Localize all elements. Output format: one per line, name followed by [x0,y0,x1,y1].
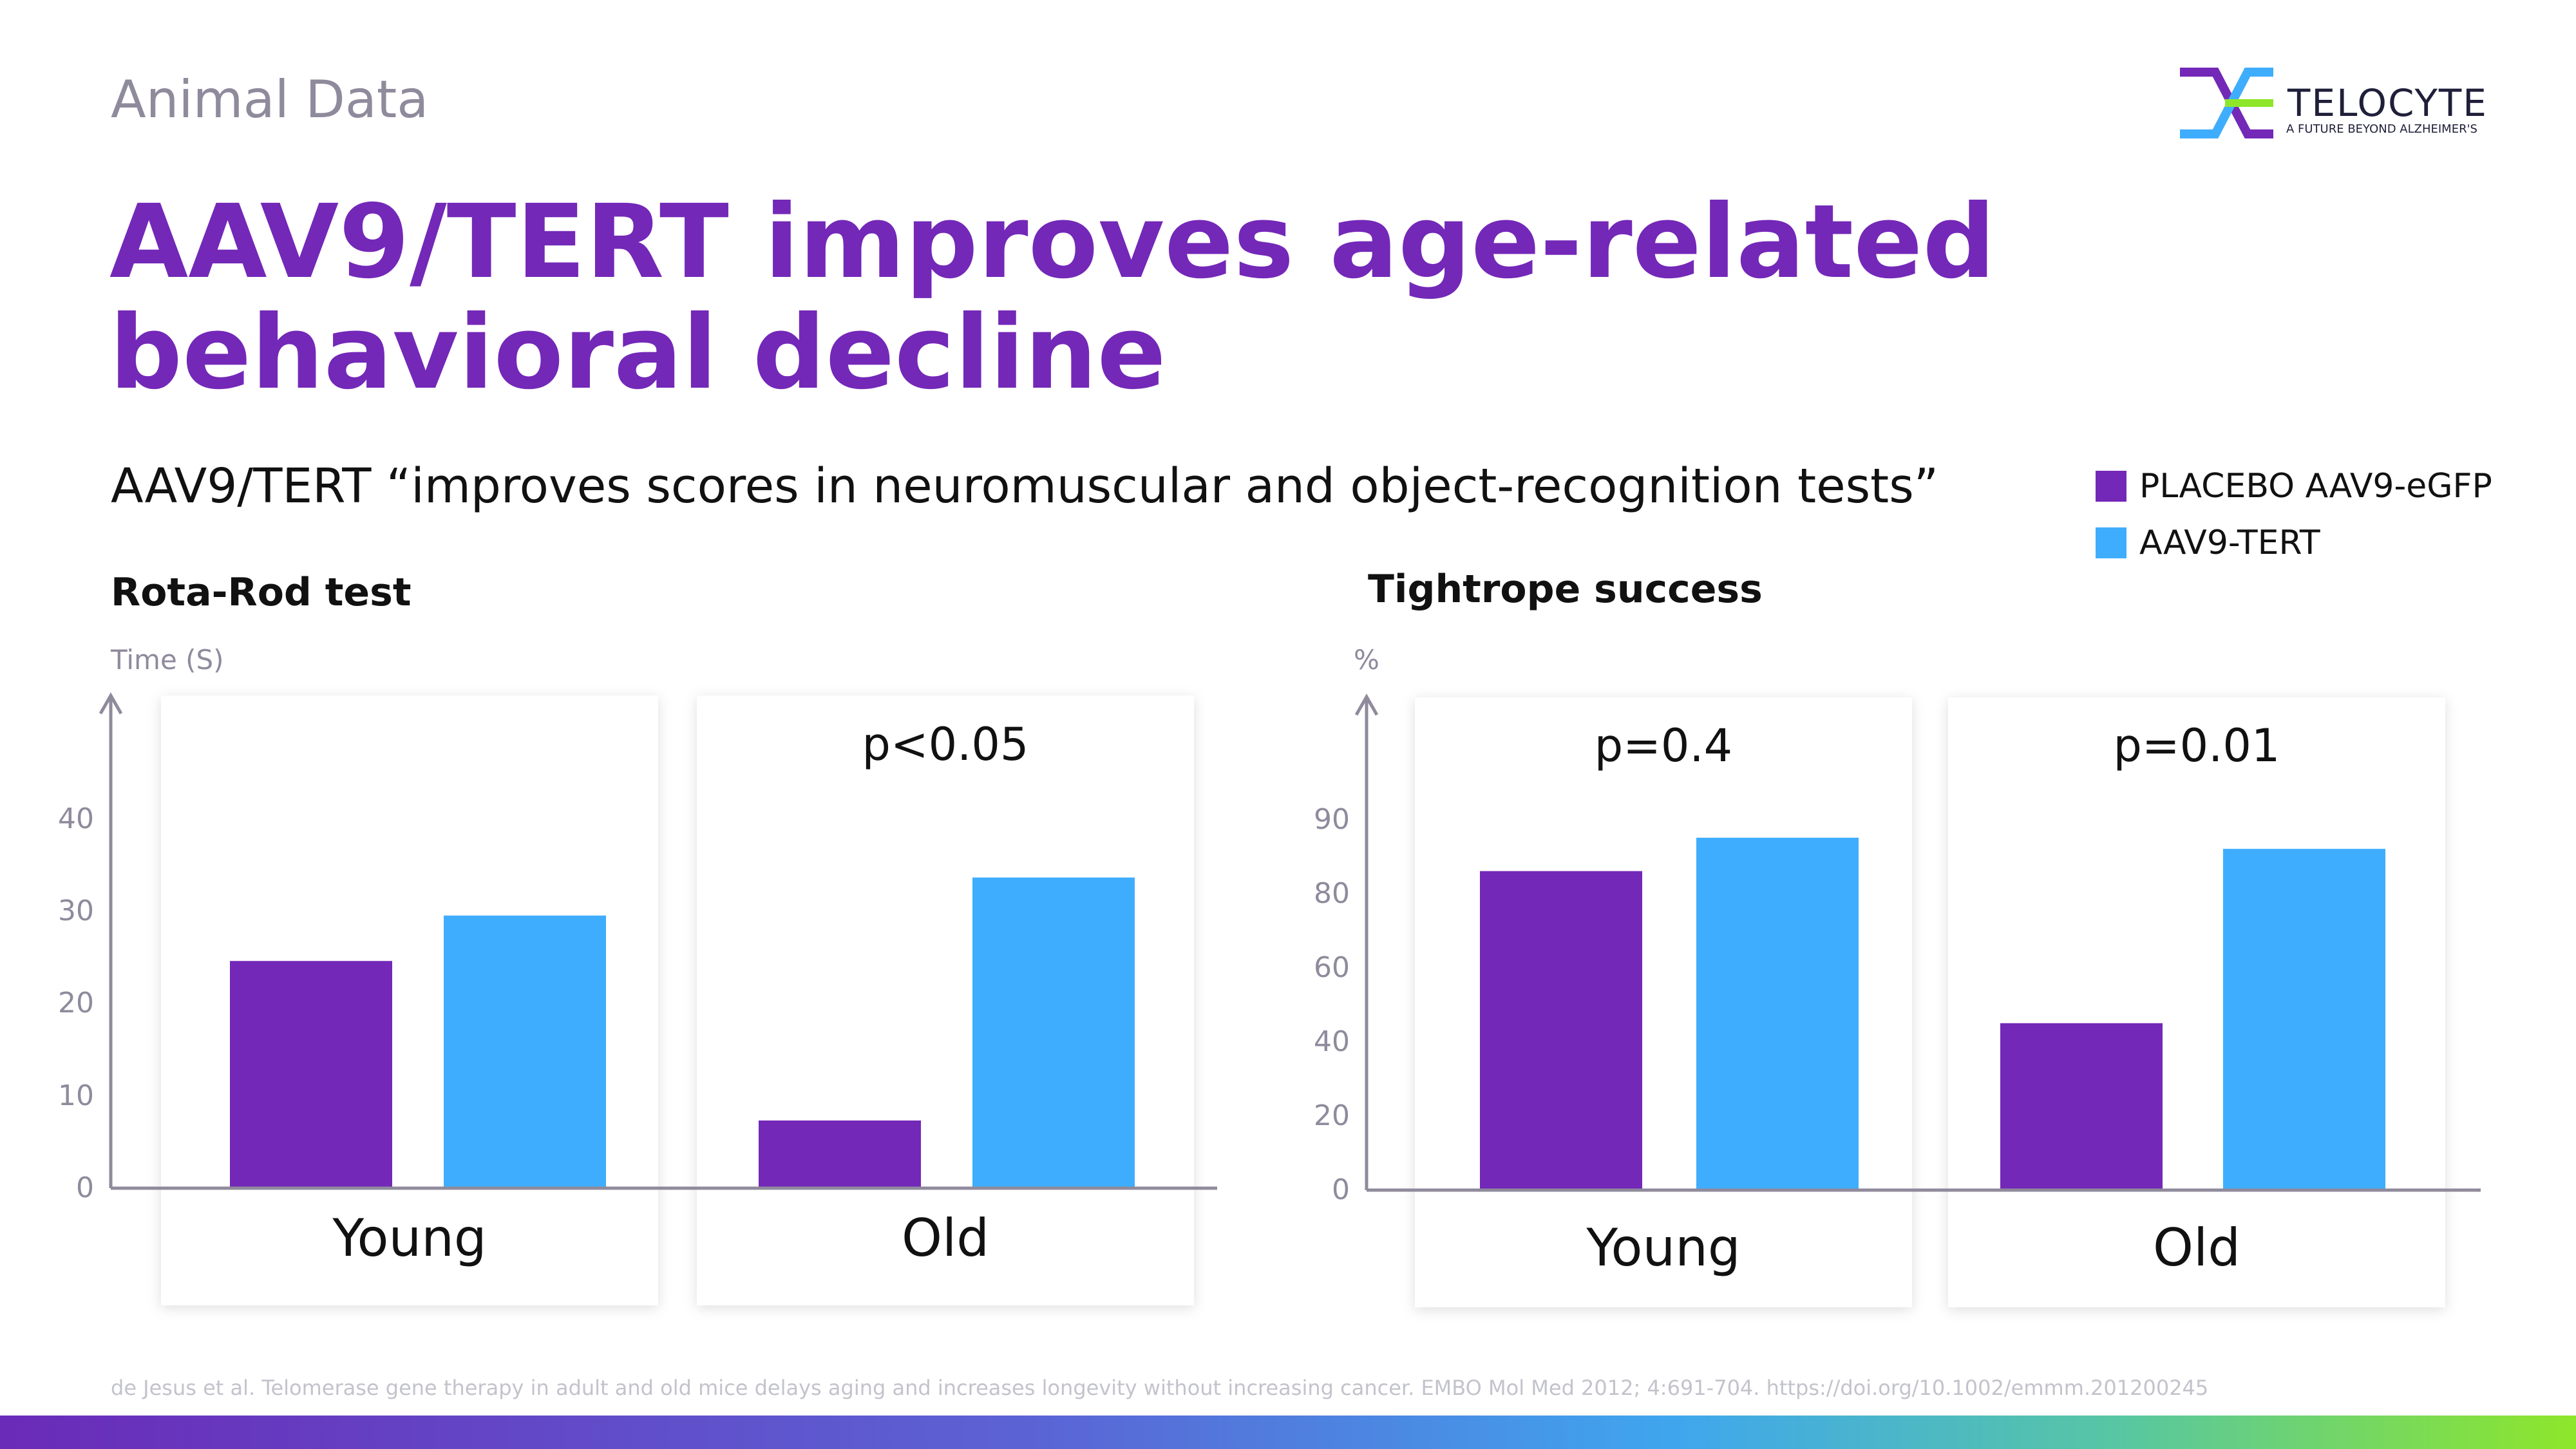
rotarod-y-axis-arrow [99,692,123,715]
logo-wordmark: TELOCYTE [2287,81,2488,125]
company-logo: TELOCYTE A FUTURE BEYOND ALZHEIMER'S [2177,64,2486,142]
rotarod-y-tick-label: 20 [58,987,94,1019]
tightrope-bar-young-placebo [1480,871,1642,1190]
legend: PLACEBO AAV9-eGFP AAV9-TERT [2096,467,2492,580]
page-title: AAV9/TERT improves age-related behaviora… [109,183,1996,412]
footer-gradient-bar [0,1416,2576,1449]
rotarod-bar-old-tert [972,877,1135,1188]
legend-swatch-tert [2096,527,2126,558]
rotarod-chart-title: Rota-Rod test [111,570,412,615]
rotarod-y-tick-label: 30 [58,895,94,927]
rotarod-y-axis-title: Time (S) [111,644,224,676]
rotarod-y-tick-label: 0 [76,1171,94,1204]
rotarod-pvalue-old: p<0.05 [862,718,1029,771]
rotarod-y-tick-label: 40 [58,802,94,835]
rotarod-category-old: Old [902,1208,989,1268]
tightrope-chart-title: Tightrope success [1368,567,1763,612]
legend-label-placebo: PLACEBO AAV9-eGFP [2139,467,2492,506]
legend-swatch-placebo [2096,471,2126,502]
rotarod-y-tick-label: 10 [58,1079,94,1112]
tightrope-y-tick-label: 60 [1314,951,1350,984]
tightrope-y-tick-label: 80 [1314,877,1350,910]
tightrope-bar-old-placebo [2000,1023,2163,1190]
rotarod-bar-young-placebo [230,961,392,1188]
tightrope-y-axis-arrow [1354,693,1379,716]
tightrope-category-old: Old [2153,1218,2240,1278]
tightrope-pvalue-young: p=0.4 [1595,719,1732,772]
tightrope-y-tick-label: 40 [1314,1025,1350,1058]
legend-item-tert: AAV9-TERT [2096,524,2492,562]
telocyte-logo-icon [2180,68,2273,138]
section-label: Animal Data [111,70,429,129]
tightrope-y-tick-label: 90 [1314,803,1350,836]
legend-label-tert: AAV9-TERT [2139,524,2320,562]
legend-item-placebo: PLACEBO AAV9-eGFP [2096,467,2492,506]
citation: de Jesus et al. Telomerase gene therapy … [111,1376,2209,1400]
tightrope-bar-old-tert [2223,849,2385,1190]
rotarod-category-young: Young [332,1208,486,1268]
tightrope-y-axis-title: % [1354,644,1379,676]
tightrope-pvalue-old: p=0.01 [2114,719,2280,772]
rotarod-bar-old-placebo [759,1120,921,1188]
logo-tagline: A FUTURE BEYOND ALZHEIMER'S [2286,122,2477,136]
quote-text: AAV9/TERT “improves scores in neuromuscu… [111,459,1939,514]
tightrope-category-young: Young [1586,1218,1740,1278]
tightrope-y-tick-label: 0 [1332,1173,1350,1206]
tightrope-y-tick-label: 20 [1314,1099,1350,1132]
rotarod-bar-young-tert [444,915,606,1188]
tightrope-bar-young-tert [1696,837,1859,1190]
